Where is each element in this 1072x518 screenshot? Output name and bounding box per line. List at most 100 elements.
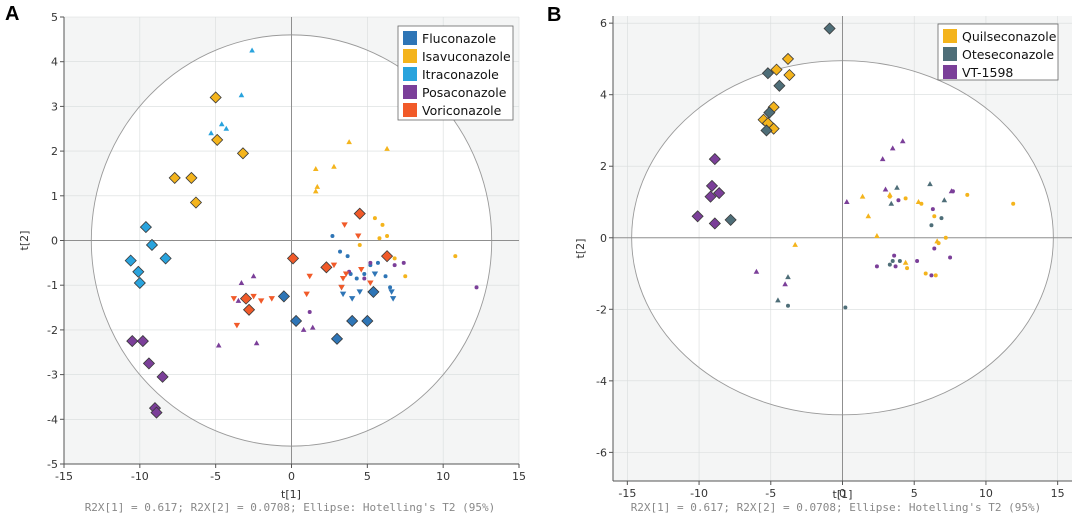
point-triangle [300,326,307,332]
legend-box [937,23,1059,81]
y-tick-label: 1 [51,190,58,203]
point-diamond [124,254,137,267]
point-diamond [189,196,203,209]
point-diamond [242,303,256,316]
panel-letter: B [547,4,561,26]
point-diamond [346,314,359,328]
x-tick-label: 10 [436,470,450,483]
legend-label: Itraconazole [422,67,499,82]
point-diamond [781,52,795,65]
footnote: R2X[1] = 0.617; R2X[2] = 0.0708; Ellipse… [631,501,1042,514]
point-dot [887,262,892,267]
point-dot [903,196,908,201]
chart-panel-A: -15 -10 -5 0 5 10 15-5-4-3-2-1012345t[1]t[2]AR… [5,3,526,514]
point-diamond [761,67,774,80]
point-dot [372,216,377,221]
point-dot [330,234,335,239]
point-triangle [894,184,900,190]
point-diamond [150,406,163,419]
point-diamond [361,314,374,328]
point-dot [380,222,385,227]
point-diamond [136,335,149,348]
y-tick-label: 4 [600,89,607,102]
point-triangle-down [306,273,313,280]
y-tick-label: 4 [51,56,58,69]
point-dot [943,235,948,240]
point-diamond [209,91,222,104]
legend-label: VT-1598 [962,65,1013,80]
legend-label: Quilseconazole [962,29,1057,44]
point-triangle [887,191,893,197]
y-axis-label: t[2] [574,239,587,259]
point-triangle [882,186,889,192]
point-triangle-down [257,298,265,304]
point-dot [930,207,935,212]
footnote: R2X[1] = 0.617; R2X[2] = 0.0708; Ellipse… [85,501,496,514]
point-diamond [139,221,152,234]
point-dot [392,263,397,268]
point-triangle-down [338,284,345,291]
point-dot [377,236,382,241]
point-diamond [713,186,726,200]
point-triangle [331,163,337,169]
point-triangle [941,197,948,203]
point-triangle-down [367,280,374,286]
point-dot [383,274,388,279]
x-tick-label: 15 [512,470,526,483]
point-dot [307,310,312,315]
point-diamond [289,314,303,328]
point-triangle [753,268,760,274]
x-tick-label: 5 [364,470,371,483]
point-triangle [775,297,781,303]
point-dot [932,214,937,219]
point-dot [362,272,367,277]
point-triangle [902,259,909,265]
point-dot [933,273,938,278]
point-triangle [312,188,319,194]
x-tick-label: -5 [765,487,776,500]
legend-box [397,25,514,121]
point-diamond [239,292,253,305]
x-tick-label: 0 [288,470,295,483]
point-diamond [277,290,290,303]
point-triangle [879,156,886,162]
point-dot [939,216,944,221]
point-diamond [823,22,836,35]
point-dot [453,254,458,259]
point-triangle [238,279,245,285]
point-diamond [133,276,146,290]
point-triangle-down [388,289,395,295]
y-tick-label: -4 [47,413,58,426]
y-tick-label: 2 [600,160,607,173]
point-triangle [309,324,316,330]
point-diamond [380,250,394,263]
point-triangle-down [230,296,238,302]
point-dot [929,273,934,278]
point-triangle-down [250,293,257,300]
point-triangle-down [389,296,397,302]
point-diamond [724,213,737,226]
point-diamond [320,261,333,274]
point-triangle-down [339,275,347,282]
point-triangle [312,165,319,171]
y-tick-label: 2 [51,145,58,158]
point-triangle [792,241,798,247]
chart-panel-B: -15 -10 -5 0 5 10 15 -6 -4 -2 0 2 4 6 t[1] t[2] B R2X[1] … [547,4,1072,514]
data-marks [124,47,479,419]
y-tick-label: -4 [596,375,607,388]
x-tick-label: -15 [55,470,73,483]
point-diamond [286,252,300,265]
point-dot [965,192,970,197]
point-dot [401,260,406,265]
point-diamond [705,179,719,192]
point-dot [874,264,879,269]
x-tick-label: -5 [210,470,221,483]
point-diamond [142,357,155,370]
point-dot [896,198,901,203]
point-triangle-down [341,222,348,228]
legend: Quilseconazole Oteseconazole VT-1598 [937,23,1059,81]
point-triangle [888,200,895,206]
x-tick-label: -10 [690,487,708,500]
point-triangle [889,145,896,151]
legend-label: Fluconazole [422,31,496,46]
